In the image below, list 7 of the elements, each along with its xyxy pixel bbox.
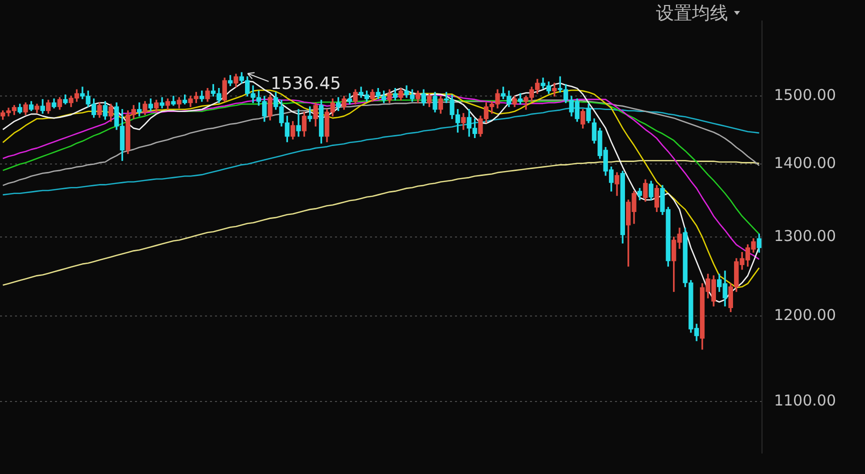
y-tick-label: 1400.00 [774,154,836,172]
y-tick-label: 1300.00 [774,226,836,245]
annotation: 1536.45 [270,74,341,94]
annotation: 设置均线 [656,2,728,25]
y-tick-label: 1200.00 [774,306,836,324]
y-tick-label: 1100.00 [774,391,836,410]
y-tick-label: 1500.00 [774,86,836,104]
